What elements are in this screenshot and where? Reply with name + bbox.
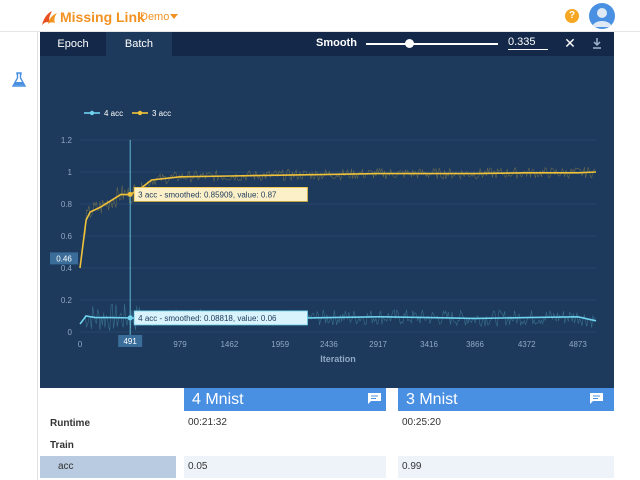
hover-point bbox=[127, 191, 133, 197]
smooth-slider-track[interactable] bbox=[366, 43, 498, 45]
experiment-name: 4 Mnist bbox=[192, 391, 244, 408]
chevron-down-icon[interactable] bbox=[170, 14, 178, 19]
chart-tab-bar: Epoch Batch Smooth 0.335 ✕ bbox=[40, 32, 614, 56]
tab-epoch[interactable]: Epoch bbox=[57, 38, 89, 50]
x-tick-label: 1462 bbox=[220, 340, 238, 349]
y-tick-label: 0.8 bbox=[61, 200, 73, 209]
accuracy-line-chart: 0 0.2 0.4 0.6 0.8 1 1.2 0 491 979 1462 1959 2436 2917… bbox=[50, 109, 597, 364]
y-tick-label: 0.6 bbox=[61, 232, 73, 241]
acc-cell-4-mnist: 0.05 bbox=[184, 456, 386, 478]
smooth-label: Smooth bbox=[316, 37, 357, 49]
y-tick-label: 0 bbox=[68, 328, 73, 337]
x-tick-label: 4873 bbox=[569, 340, 587, 349]
runtime-cell-4-mnist: 00:21:32 bbox=[184, 413, 386, 433]
download-icon[interactable] bbox=[589, 35, 605, 51]
user-avatar-icon[interactable] bbox=[589, 3, 615, 29]
missing-link-logo[interactable] bbox=[38, 7, 60, 27]
chart-panel: Epoch Batch Smooth 0.335 ✕ 0 0.2 0.4 0.6 0.8… bbox=[40, 32, 614, 388]
y-tick-label: 1 bbox=[68, 168, 73, 177]
x-tick-label: 3866 bbox=[466, 340, 484, 349]
top-navigation-bar: Missing Link Demo ? bbox=[0, 0, 640, 32]
runtime-cell-3-mnist: 00:25:20 bbox=[398, 413, 614, 433]
acc-cell-3-mnist: 0.99 bbox=[398, 456, 614, 478]
y-tick-label: 0.2 bbox=[61, 296, 73, 305]
hover-y-badge bbox=[50, 252, 78, 265]
tooltip-text: 3 acc - smoothed: 0.85909, value: 0.87 bbox=[138, 190, 277, 199]
experiment-header-4-mnist[interactable]: 4 Mnist bbox=[184, 388, 386, 411]
hover-x-badge bbox=[118, 335, 143, 347]
x-tick-label: 0 bbox=[78, 340, 83, 349]
x-tick-label: 4372 bbox=[518, 340, 536, 349]
row-label-train: Train bbox=[50, 440, 74, 451]
tooltip-box bbox=[133, 186, 308, 202]
x-tick-label: 2436 bbox=[320, 340, 338, 349]
legend-marker bbox=[137, 110, 143, 116]
y-tick-label: 0.4 bbox=[61, 264, 73, 273]
smooth-slider-thumb[interactable] bbox=[405, 39, 414, 48]
row-label-acc[interactable]: acc bbox=[40, 456, 176, 478]
experiment-comparison-table: 4 Mnist 3 Mnist Runtime 00:21:32 00:25:2… bbox=[40, 388, 614, 480]
legend-label: 4 acc bbox=[104, 109, 123, 118]
legend-label: 3 acc bbox=[152, 109, 171, 118]
x-tick-label: 3416 bbox=[420, 340, 438, 349]
comment-icon[interactable] bbox=[590, 393, 603, 404]
tooltip-text: 4 acc - smoothed: 0.08818, value: 0.06 bbox=[138, 314, 277, 323]
brand-name[interactable]: Missing Link bbox=[60, 9, 145, 25]
project-selector[interactable]: Demo bbox=[140, 11, 170, 23]
legend-marker bbox=[89, 110, 95, 116]
experiment-name: 3 Mnist bbox=[406, 391, 458, 408]
series-line bbox=[79, 171, 597, 269]
experiment-header-3-mnist[interactable]: 3 Mnist bbox=[398, 388, 614, 411]
close-icon[interactable]: ✕ bbox=[564, 35, 576, 51]
x-tick-label: 1959 bbox=[271, 340, 289, 349]
flask-icon[interactable] bbox=[11, 72, 27, 88]
comment-icon[interactable] bbox=[368, 393, 381, 404]
tab-batch[interactable]: Batch bbox=[106, 32, 172, 56]
raw-series-line bbox=[83, 166, 596, 235]
y-tick-label: 1.2 bbox=[61, 136, 73, 145]
smooth-value-input[interactable]: 0.335 bbox=[508, 36, 548, 50]
hover-point bbox=[127, 315, 133, 321]
x-axis-label: Iteration bbox=[320, 354, 356, 364]
sidebar bbox=[0, 32, 38, 480]
x-tick-label: 979 bbox=[173, 340, 187, 349]
hover-x-label: 491 bbox=[123, 337, 137, 346]
x-tick-label: 2917 bbox=[369, 340, 387, 349]
help-icon[interactable]: ? bbox=[565, 9, 579, 23]
hover-y-label: 0.46 bbox=[56, 254, 72, 263]
tooltip-box bbox=[133, 310, 308, 326]
row-label-runtime: Runtime bbox=[50, 418, 90, 429]
